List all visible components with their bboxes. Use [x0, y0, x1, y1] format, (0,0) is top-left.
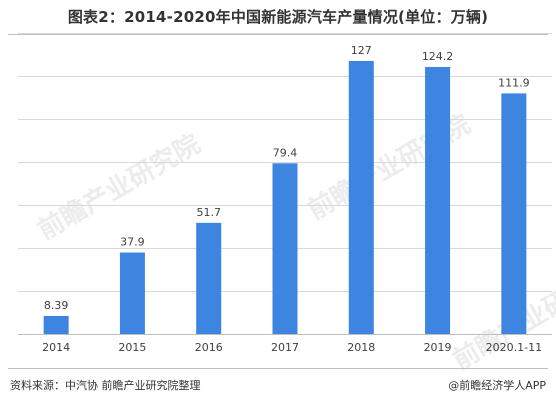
x-tick-2020.1-11: 2020.1-11 [486, 341, 542, 354]
bars [43, 60, 527, 334]
top-divider [8, 34, 548, 35]
x-tick-2018: 2018 [347, 341, 375, 354]
x-tick-labels: 2014 2015 2016 2017 2018 2019 2020.1-11 [42, 341, 542, 354]
x-tick-2014: 2014 [42, 341, 70, 354]
x-tick-2015: 2015 [118, 341, 146, 354]
bar-2017 [272, 163, 298, 334]
bar-2018 [348, 60, 374, 334]
bar-2015 [119, 252, 145, 334]
chart-title: 图表2：2014-2020年中国新能源汽车产量情况(单位：万辆) [67, 8, 489, 26]
bar-2020.1-11 [501, 93, 527, 334]
data-label-2019: 124.2 [422, 50, 454, 63]
data-label-2018: 127 [351, 44, 372, 57]
x-tick-2019: 2019 [424, 341, 452, 354]
data-label-2014: 8.39 [44, 299, 69, 312]
x-tick-2016: 2016 [195, 341, 223, 354]
data-label-2016: 51.7 [196, 206, 221, 219]
data-label-2020.1-11: 111.9 [498, 76, 530, 89]
bar-2019 [425, 66, 451, 334]
data-labels: 8.39 37.9 51.7 79.4 127 124.2 111.9 [44, 44, 530, 312]
bar-2016 [196, 222, 222, 334]
source-note: 资料来源：中汽协 前瞻产业研究院整理 [10, 379, 201, 392]
bar-2014 [43, 315, 69, 334]
data-label-2017: 79.4 [273, 146, 298, 159]
data-label-2015: 37.9 [120, 236, 145, 249]
credit-note: @前瞻经济学人APP [448, 379, 546, 392]
bottom-divider [8, 368, 548, 369]
x-tick-2017: 2017 [271, 341, 299, 354]
